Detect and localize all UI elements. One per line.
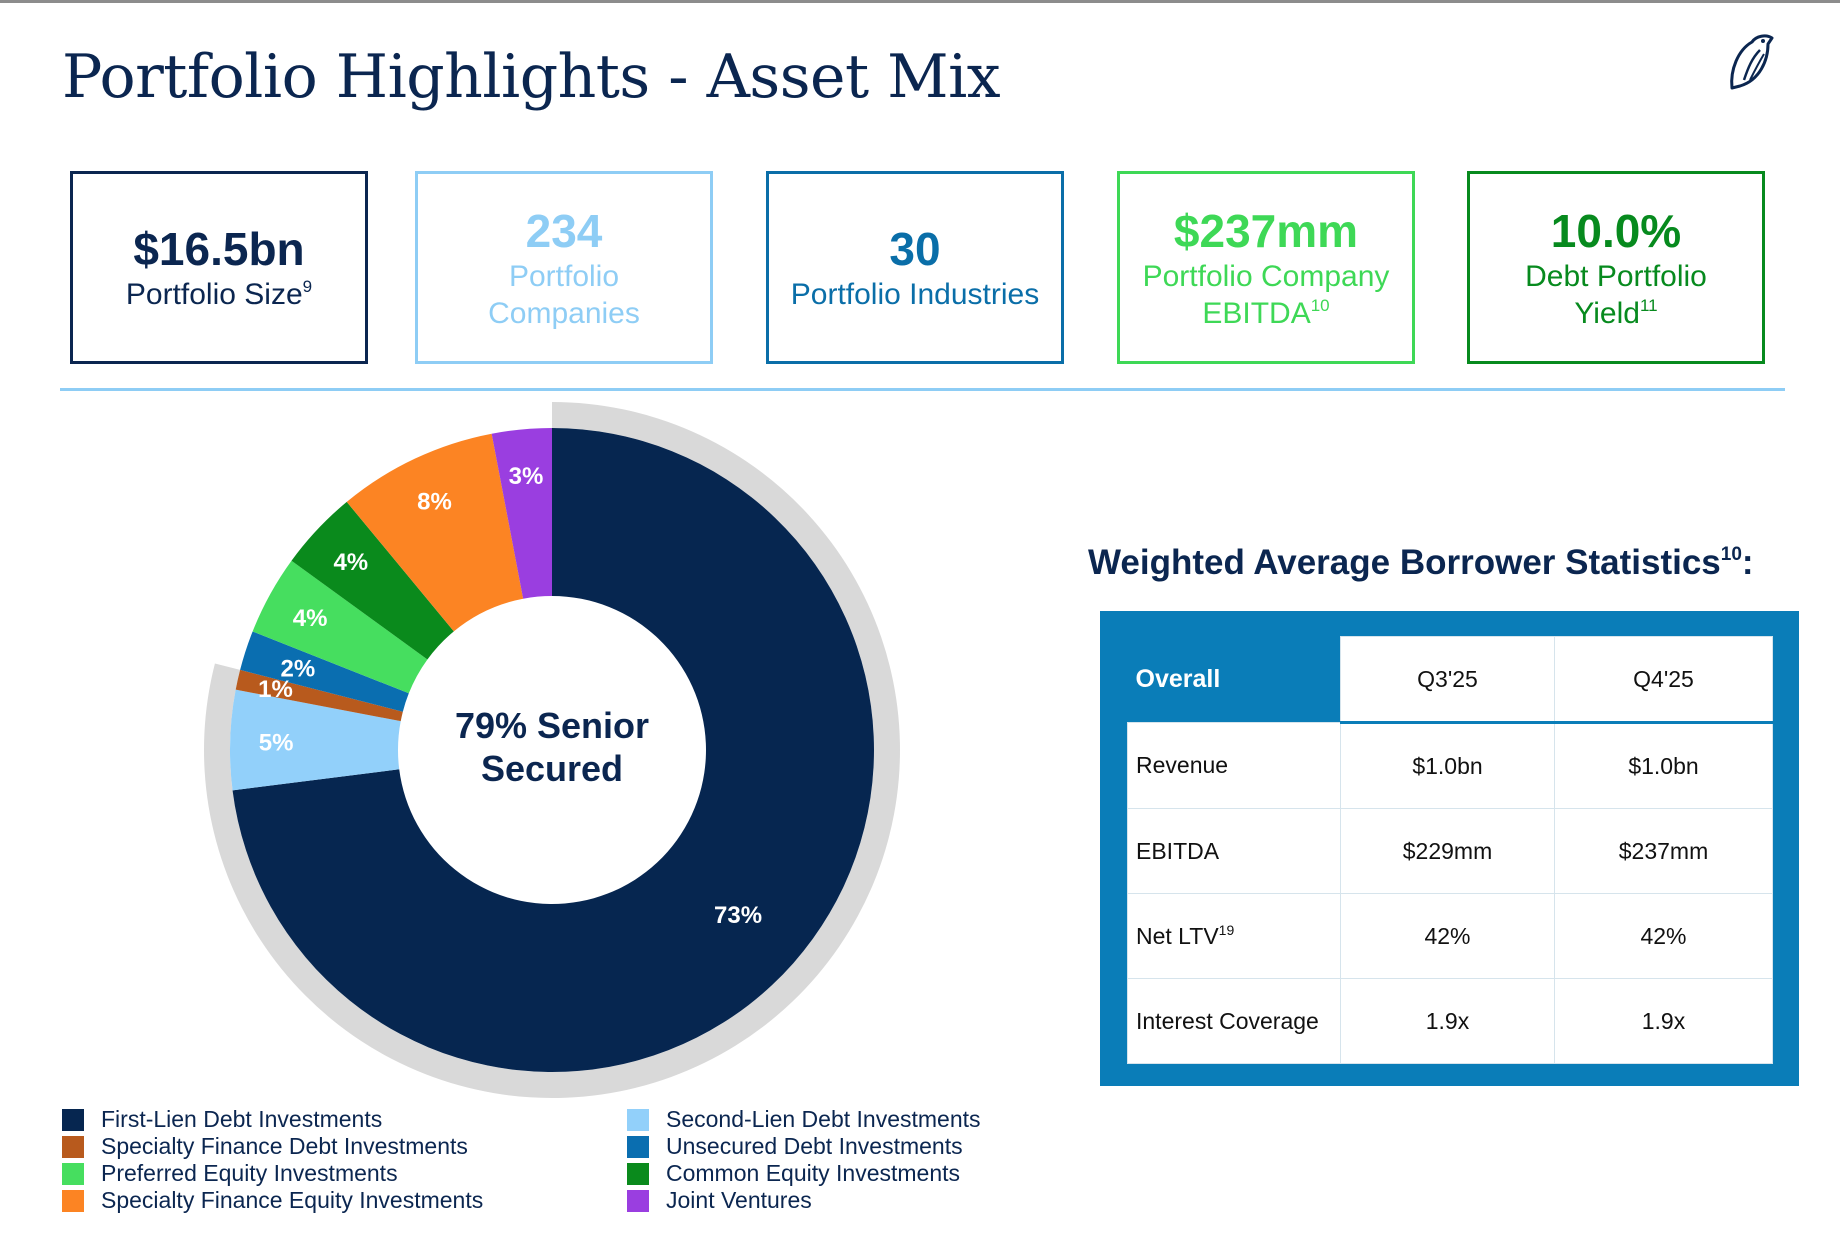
stat-portfolio-ebitda: $237mm Portfolio Company EBITDA10 bbox=[1117, 171, 1415, 364]
legend-label: Joint Ventures bbox=[666, 1187, 812, 1213]
legend-label: Second-Lien Debt Investments bbox=[666, 1106, 981, 1132]
cell-value: 42% bbox=[1554, 893, 1773, 979]
stat-debt-yield: 10.0% Debt Portfolio Yield11 bbox=[1467, 171, 1765, 364]
cell-value: $237mm bbox=[1554, 808, 1773, 894]
column-header-overall: Overall bbox=[1127, 636, 1341, 723]
legend-label: Common Equity Investments bbox=[666, 1160, 961, 1186]
legend-label: Specialty Finance Debt Investments bbox=[101, 1133, 468, 1159]
column-header-q3: Q3'25 bbox=[1340, 636, 1555, 724]
donut-slice-specialty-finance-equity-investments bbox=[346, 433, 524, 632]
stat-label: Portfolio Companies bbox=[488, 259, 640, 330]
row-label: Net LTV19 bbox=[1127, 893, 1341, 979]
legend-swatch bbox=[62, 1135, 84, 1158]
slice-data-label: 2% bbox=[280, 655, 315, 682]
legend-item: First-Lien Debt Investments bbox=[62, 1106, 382, 1133]
stat-label: Portfolio Size9 bbox=[125, 277, 313, 311]
donut-slice-first-lien-debt-investments bbox=[232, 428, 875, 1072]
legend-swatch bbox=[62, 1108, 84, 1131]
stat-label: Portfolio Industries bbox=[790, 278, 1040, 311]
legend-item: Joint Ventures bbox=[627, 1187, 812, 1214]
legend-swatch bbox=[627, 1108, 649, 1131]
slice-data-label: 3% bbox=[509, 463, 544, 490]
legend-swatch bbox=[627, 1135, 649, 1158]
legend-label: Specialty Finance Equity Investments bbox=[101, 1187, 484, 1213]
table-row: EBITDA $229mm $237mm bbox=[1127, 808, 1773, 894]
table-row: Net LTV19 42% 42% bbox=[1127, 893, 1773, 979]
row-label: Interest Coverage bbox=[1127, 978, 1341, 1064]
legend-label: Preferred Equity Investments bbox=[101, 1160, 398, 1186]
slice-data-label: 4% bbox=[333, 549, 368, 576]
donut-center-label-line2: Secured bbox=[481, 748, 623, 789]
stat-portfolio-industries: 30 Portfolio Industries bbox=[766, 171, 1064, 364]
legend-label: First-Lien Debt Investments bbox=[101, 1106, 383, 1132]
donut-center-label-line1: 79% Senior bbox=[455, 705, 649, 746]
legend-swatch bbox=[627, 1162, 649, 1185]
stat-value: 10.0% bbox=[1550, 204, 1682, 257]
slice-data-label: 73% bbox=[714, 902, 762, 929]
cell-value: $1.0bn bbox=[1340, 722, 1555, 809]
donut-slice-unsecured-debt-investments bbox=[240, 631, 409, 712]
legend-swatch bbox=[627, 1189, 649, 1212]
slice-data-label: 5% bbox=[259, 729, 294, 756]
cell-value: 1.9x bbox=[1340, 978, 1555, 1064]
column-header-q4: Q4'25 bbox=[1554, 636, 1773, 724]
cell-value: $1.0bn bbox=[1554, 722, 1773, 809]
donut-slice-specialty-finance-debt-investments bbox=[235, 669, 403, 722]
legend-item: Unsecured Debt Investments bbox=[627, 1133, 963, 1160]
table-row: Revenue $1.0bn $1.0bn bbox=[1127, 722, 1773, 809]
slice-data-label: 1% bbox=[258, 676, 293, 703]
cell-value: $229mm bbox=[1340, 808, 1555, 894]
top-rule bbox=[0, 0, 1840, 3]
donut-slice-common-equity-investments bbox=[291, 501, 454, 660]
row-label: Revenue bbox=[1127, 722, 1341, 809]
legend-item: Common Equity Investments bbox=[627, 1160, 960, 1187]
donut-slice-preferred-equity-investments bbox=[252, 560, 428, 694]
borrower-stats-panel: Overall Q3'25 Q4'25 Revenue $1.0bn $1.0b… bbox=[1100, 611, 1799, 1086]
row-label: EBITDA bbox=[1127, 808, 1341, 894]
table-row: Interest Coverage 1.9x 1.9x bbox=[1127, 978, 1773, 1064]
donut-slice-second-lien-debt-investments bbox=[229, 689, 401, 791]
stat-value: $237mm bbox=[1173, 204, 1359, 257]
legend-swatch bbox=[62, 1162, 84, 1185]
stat-value: 234 bbox=[525, 204, 603, 257]
section-divider bbox=[60, 388, 1785, 391]
stat-label: Debt Portfolio Yield11 bbox=[1525, 259, 1707, 330]
slice-data-label: 4% bbox=[293, 605, 328, 632]
legend-item: Preferred Equity Investments bbox=[62, 1160, 398, 1187]
stat-portfolio-size: $16.5bn Portfolio Size9 bbox=[70, 171, 368, 364]
borrower-stats-title: Weighted Average Borrower Statistics10: bbox=[1088, 543, 1754, 582]
donut-slice-joint-ventures bbox=[491, 428, 552, 599]
cell-value: 42% bbox=[1340, 893, 1555, 979]
legend-item: Specialty Finance Equity Investments bbox=[62, 1187, 483, 1214]
stat-value: 30 bbox=[889, 223, 941, 275]
slice-data-label: 8% bbox=[417, 488, 452, 515]
bird-logo-icon bbox=[1730, 34, 1774, 90]
borrower-stats-table: Overall Q3'25 Q4'25 Revenue $1.0bn $1.0b… bbox=[1127, 636, 1773, 1064]
stat-label: Portfolio Company EBITDA10 bbox=[1142, 259, 1390, 330]
stat-portfolio-companies: 234 Portfolio Companies bbox=[415, 171, 713, 364]
legend-item: Second-Lien Debt Investments bbox=[627, 1106, 981, 1133]
legend-swatch bbox=[62, 1189, 84, 1212]
asset-mix-donut-chart: 73% 5% 1%2% 4% 4% 8% 3% 79% Senior Secured bbox=[203, 402, 900, 1098]
stat-value: $16.5bn bbox=[133, 223, 305, 275]
page-title: Portfolio Highlights - Asset Mix bbox=[62, 42, 1001, 112]
cell-value: 1.9x bbox=[1554, 978, 1773, 1064]
legend-item: Specialty Finance Debt Investments bbox=[62, 1133, 468, 1160]
legend-label: Unsecured Debt Investments bbox=[666, 1133, 963, 1159]
table-header-row: Overall Q3'25 Q4'25 bbox=[1127, 636, 1773, 724]
